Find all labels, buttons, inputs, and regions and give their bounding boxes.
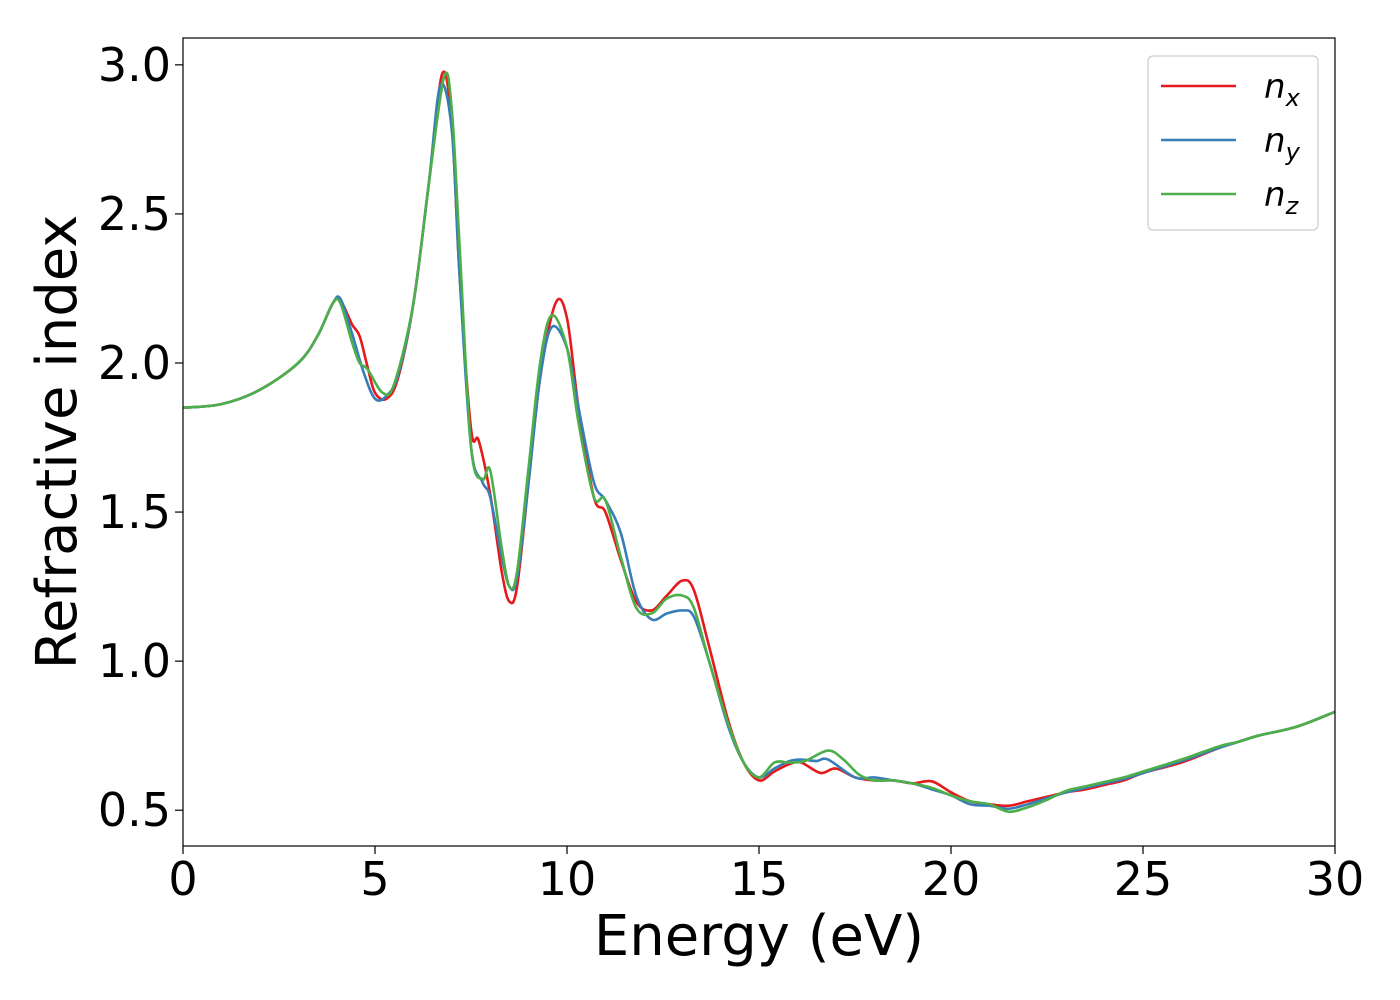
x-tick-label: 15	[730, 852, 789, 906]
x-tick-label: 30	[1306, 852, 1365, 906]
plot-area	[183, 38, 1335, 846]
y-tick-label: 2.0	[98, 336, 171, 390]
x-tick-label: 20	[922, 852, 981, 906]
x-tick-label: 0	[168, 852, 197, 906]
legend-label-ny: ny	[1264, 121, 1301, 166]
y-tick-label: 1.5	[98, 485, 171, 539]
x-tick-label: 10	[538, 852, 597, 906]
series-layer	[182, 70, 1336, 814]
x-axis-label: Energy (eV)	[594, 904, 924, 969]
y-tick-label: 3.0	[98, 38, 171, 92]
series-line-nx	[182, 70, 1336, 808]
y-tick-label: 1.0	[98, 634, 171, 688]
x-axis-ticks: 0 5 10 15 20 25 30	[168, 846, 1364, 906]
y-tick-label: 0.5	[98, 783, 171, 837]
x-tick-label: 25	[1114, 852, 1173, 906]
legend-box	[1147, 55, 1319, 231]
y-tick-label: 2.5	[98, 187, 171, 241]
series-line-nz	[182, 71, 1336, 814]
y-axis-label: Refractive index	[25, 215, 90, 670]
legend-label-nz: nz	[1264, 175, 1300, 220]
plot-frame	[182, 37, 1336, 847]
legend: nx ny nz	[1147, 55, 1319, 231]
y-axis-ticks: 0.5 1.0 1.5 2.0 2.5 3.0	[98, 38, 183, 837]
legend-label-nx: nx	[1264, 67, 1301, 112]
x-tick-label: 5	[360, 852, 389, 906]
